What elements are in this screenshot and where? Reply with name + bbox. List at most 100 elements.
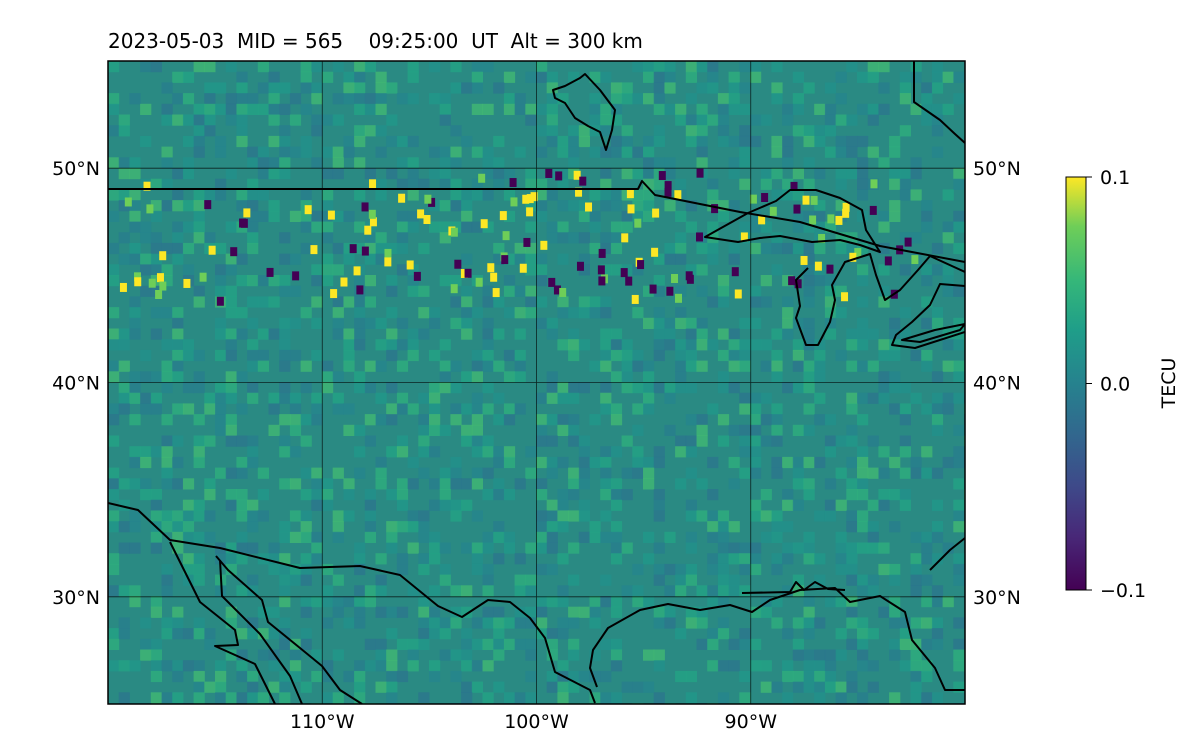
tec-cell bbox=[300, 71, 312, 83]
tec-cell bbox=[514, 242, 526, 255]
tec-cell bbox=[354, 189, 366, 201]
tec-cell bbox=[386, 349, 398, 362]
tec-cell bbox=[653, 307, 665, 319]
lon-tick-label: 110°W bbox=[290, 711, 355, 733]
tec-cell bbox=[386, 339, 398, 351]
tec-cell bbox=[610, 93, 623, 105]
tec-cell bbox=[407, 521, 419, 533]
tec-cell bbox=[707, 114, 719, 126]
figure-title: 2023-05-03 MID = 565 09:25:00 UT Alt = 3… bbox=[108, 29, 643, 53]
tec-cell bbox=[236, 82, 248, 94]
tec-cell bbox=[739, 135, 751, 148]
tec-cell bbox=[653, 82, 665, 94]
tec-cell bbox=[418, 617, 430, 629]
tec-cell bbox=[536, 521, 548, 533]
tec-cell bbox=[931, 371, 944, 383]
tec-cell bbox=[803, 542, 815, 554]
tec-cell bbox=[824, 596, 837, 608]
tec-cell bbox=[343, 210, 355, 222]
tec-cell bbox=[407, 210, 419, 222]
tec-cell bbox=[322, 146, 334, 158]
tec-cell bbox=[503, 489, 516, 501]
tec-cell bbox=[942, 403, 954, 415]
tec-cell bbox=[685, 563, 697, 576]
tec-cell bbox=[503, 285, 516, 297]
tec-cell bbox=[439, 103, 451, 115]
tec-cell bbox=[953, 510, 965, 522]
tec-cell bbox=[461, 135, 473, 148]
tec-outlier-cell bbox=[475, 277, 483, 287]
tec-cell bbox=[568, 328, 580, 340]
tec-cell bbox=[675, 242, 687, 255]
tec-cell bbox=[824, 146, 837, 158]
tec-cell bbox=[717, 275, 730, 287]
tec-outlier-cell bbox=[627, 204, 635, 214]
tec-cell bbox=[268, 542, 280, 554]
tec-cell bbox=[429, 317, 441, 329]
tec-cell bbox=[771, 360, 783, 372]
tec-cell bbox=[568, 435, 580, 447]
tec-cell bbox=[311, 157, 323, 169]
tec-cell bbox=[375, 392, 387, 404]
tec-cell bbox=[129, 328, 141, 340]
tec-cell bbox=[568, 606, 580, 618]
tec-cell bbox=[931, 499, 944, 511]
tec-cell bbox=[953, 617, 965, 629]
tec-outlier-cell bbox=[904, 237, 912, 247]
tec-cell bbox=[739, 563, 751, 576]
tec-cell bbox=[696, 146, 708, 158]
tec-cell bbox=[247, 221, 259, 233]
tec-cell bbox=[675, 446, 687, 458]
tec-cell bbox=[364, 296, 376, 308]
tec-cell bbox=[525, 71, 537, 83]
tec-cell bbox=[536, 317, 548, 329]
tec-cell bbox=[247, 521, 259, 533]
tec-outlier-cell bbox=[585, 202, 593, 212]
tec-cell bbox=[835, 285, 847, 297]
tec-cell bbox=[161, 456, 173, 469]
tec-cell bbox=[867, 521, 879, 533]
tec-cell bbox=[546, 103, 558, 115]
tec-cell bbox=[493, 157, 505, 169]
tec-outlier-cell bbox=[490, 272, 498, 282]
tec-cell bbox=[193, 296, 205, 308]
tec-cell bbox=[247, 93, 259, 105]
tec-cell bbox=[536, 510, 548, 522]
tec-cell bbox=[525, 114, 537, 126]
tec-cell bbox=[514, 328, 526, 340]
tec-cell bbox=[953, 221, 965, 233]
tec-cell bbox=[696, 114, 708, 126]
tec-cell bbox=[108, 371, 120, 383]
tec-cell bbox=[514, 285, 526, 297]
tec-cell bbox=[600, 360, 612, 372]
tec-cell bbox=[193, 446, 205, 458]
tec-cell bbox=[707, 628, 719, 640]
tec-cell bbox=[803, 253, 815, 265]
tec-cell bbox=[717, 628, 730, 640]
tec-cell bbox=[707, 521, 719, 533]
tec-cell bbox=[268, 681, 280, 693]
tec-cell bbox=[407, 638, 419, 650]
tec-outlier-cell bbox=[230, 247, 238, 257]
tec-cell bbox=[493, 168, 505, 180]
tec-cell bbox=[247, 628, 259, 640]
tec-outlier-cell bbox=[406, 260, 414, 270]
tec-cell bbox=[407, 71, 419, 83]
tec-cell bbox=[204, 638, 216, 650]
tec-cell bbox=[108, 103, 120, 115]
tec-cell bbox=[921, 210, 933, 222]
tec-cell bbox=[236, 189, 248, 201]
tec-cell bbox=[386, 606, 398, 618]
tec-outlier-cell bbox=[134, 272, 142, 282]
tec-cell bbox=[696, 328, 708, 340]
tec-cell bbox=[247, 456, 259, 469]
tec-cell bbox=[236, 253, 248, 265]
tec-cell bbox=[707, 553, 719, 565]
tec-cell bbox=[289, 146, 302, 158]
tec-cell bbox=[621, 349, 633, 362]
tec-cell bbox=[610, 264, 623, 276]
tec-cell bbox=[546, 649, 558, 661]
tec-cell bbox=[910, 392, 922, 404]
tec-cell bbox=[557, 510, 569, 522]
tec-cell bbox=[118, 339, 130, 351]
